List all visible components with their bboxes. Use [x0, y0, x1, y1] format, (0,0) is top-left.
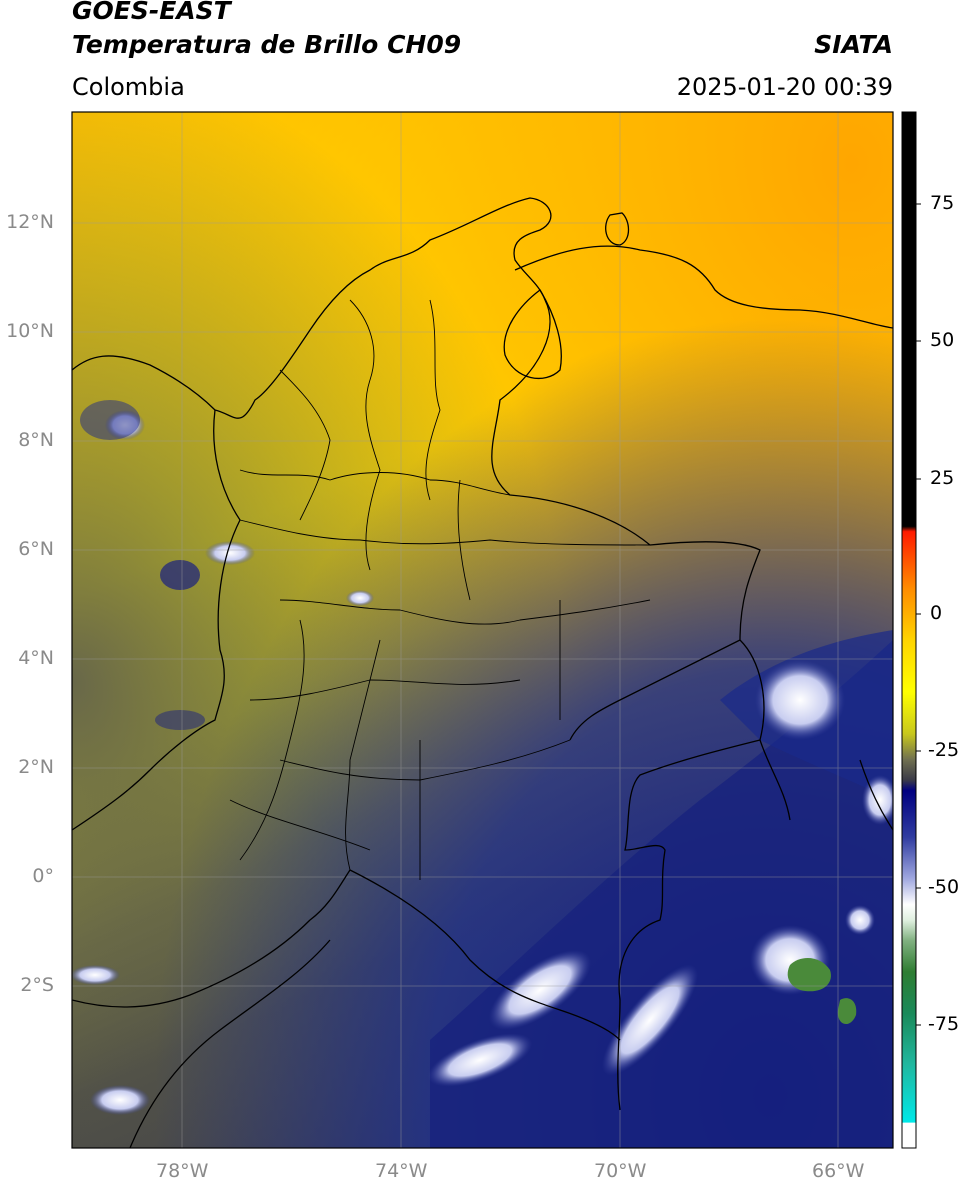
lat-label: 2°S: [20, 974, 54, 996]
colorbar-label: -25: [928, 739, 960, 761]
colorbar-label: 75: [930, 192, 955, 214]
region-label: Colombia: [72, 73, 185, 101]
lat-label: 10°N: [6, 320, 54, 342]
agency-label: SIATA: [814, 30, 893, 59]
coastlines-borders: [72, 197, 893, 1148]
product-title: Temperatura de Brillo CH09: [72, 30, 462, 59]
lon-label: 66°W: [812, 1160, 865, 1182]
department-borders: [229, 299, 651, 880]
satellite-title: GOES-EAST: [72, 0, 231, 25]
lat-label: 4°N: [18, 647, 54, 669]
plot-frame: [71, 111, 894, 1149]
colorbar-label: 0: [930, 602, 943, 624]
colorbar-ticks: [916, 203, 921, 1026]
lon-label: 78°W: [156, 1160, 209, 1182]
colorbar-label: 25: [930, 467, 955, 489]
datetime-label: 2025-01-20 00:39: [676, 73, 893, 101]
lat-label: 2°N: [18, 756, 54, 778]
lat-label: 0°: [32, 865, 54, 887]
colorbar-label: 50: [930, 329, 955, 351]
colorbar: [901, 111, 917, 1149]
lat-label: 8°N: [18, 429, 54, 451]
lat-label: 6°N: [18, 538, 54, 560]
brightness-temperature-field: [72, 112, 893, 1148]
colorbar-label: -50: [928, 876, 960, 898]
colorbar-label: -75: [928, 1013, 960, 1035]
lon-label: 74°W: [375, 1160, 428, 1182]
gridlines: [72, 112, 893, 1148]
lon-label: 70°W: [594, 1160, 647, 1182]
lat-label: 12°N: [6, 211, 54, 233]
